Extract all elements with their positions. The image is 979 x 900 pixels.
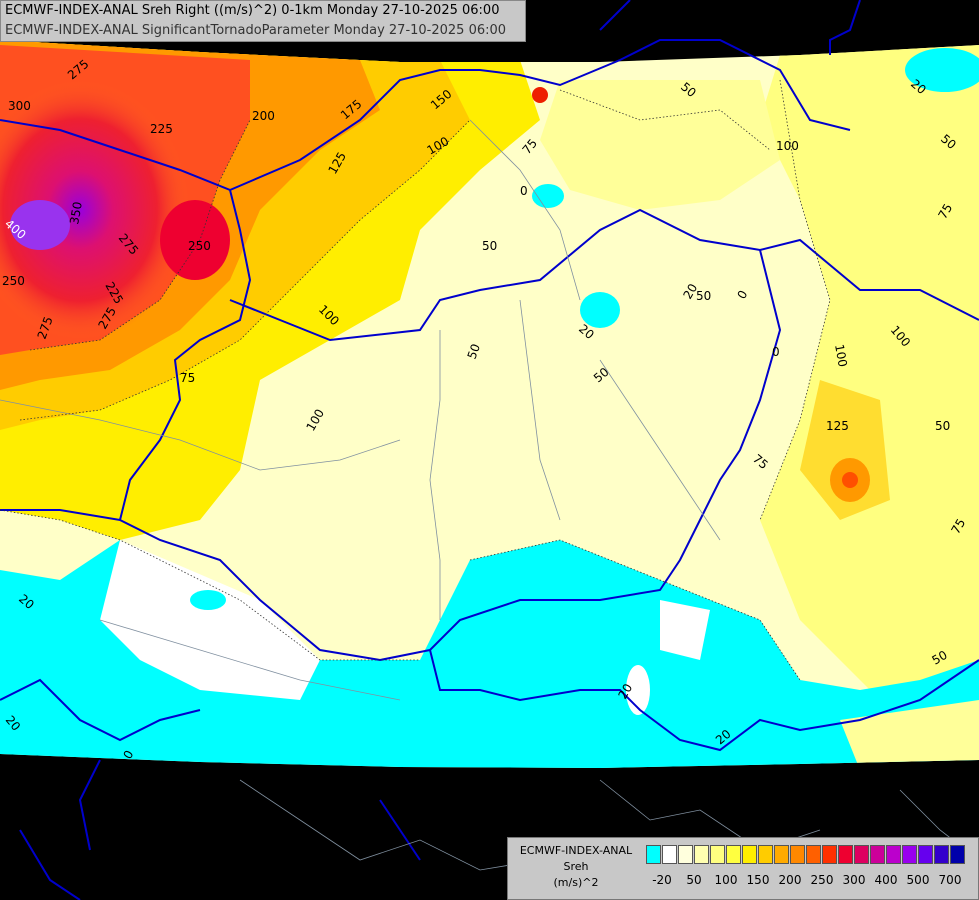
contour-label: 250 (2, 274, 25, 288)
legend-swatch (678, 845, 693, 864)
legend-title: ECMWF-INDEX-ANAL (519, 844, 633, 857)
legend-swatch (726, 845, 741, 864)
contour-label: 200 (252, 109, 275, 123)
contour-label: 50 (930, 648, 950, 668)
legend-swatch (758, 845, 773, 864)
legend-swatch (854, 845, 869, 864)
legend-tick-label: 300 (842, 873, 866, 887)
contour-label: 125 (826, 419, 849, 433)
legend-tick-label: 150 (746, 873, 770, 887)
contour-label: 20 (680, 281, 700, 301)
contour-label: 50 (465, 342, 483, 361)
contour-label: 50 (696, 289, 711, 303)
contour-label: 350 (67, 201, 85, 226)
legend-swatch (838, 845, 853, 864)
contour-label: 75 (948, 516, 968, 536)
legend-swatch (742, 845, 757, 864)
contour-label: 75 (180, 371, 195, 385)
legend-swatch (950, 845, 965, 864)
contour-label: 0 (520, 184, 528, 198)
rivers (0, 119, 721, 701)
contour-lines (0, 79, 831, 681)
header-line-1: ECMWF-INDEX-ANAL Sreh Right ((m/s)^2) 0-… (5, 3, 500, 18)
contour-label: 300 (8, 99, 31, 113)
legend-tick-label: 400 (874, 873, 898, 887)
legend-swatch (870, 845, 885, 864)
legend-swatch (662, 845, 677, 864)
legend-tick-label: 200 (778, 873, 802, 887)
header-line-2: ECMWF-INDEX-ANAL SignificantTornadoParam… (5, 23, 507, 38)
contour-label: 100 (832, 343, 850, 368)
legend-units: (m/s)^2 (553, 876, 599, 889)
contour-label: 100 (776, 139, 799, 153)
legend-variable: Sreh (563, 860, 589, 873)
legend-tick-label: 50 (686, 873, 702, 887)
legend-swatch (806, 845, 821, 864)
legend-swatch (710, 845, 725, 864)
legend-swatch (694, 845, 709, 864)
legend-swatch (918, 845, 933, 864)
contour-label: 225 (150, 122, 173, 136)
color-legend: ECMWF-INDEX-ANAL Sreh (m/s)^2 -20 50 100 15… (507, 837, 979, 900)
shaded-field (0, 40, 979, 768)
legend-swatch (886, 845, 901, 864)
legend-swatch (790, 845, 805, 864)
contour-label: 0 (772, 345, 780, 359)
legend-tick-label: 700 (938, 873, 962, 887)
legend-tick-label: -20 (652, 873, 672, 887)
contour-label: 50 (935, 419, 950, 433)
legend-swatch (902, 845, 917, 864)
contour-label: 50 (482, 239, 497, 253)
contour-label: 75 (935, 201, 955, 221)
contour-label: 250 (188, 239, 211, 253)
legend-tick-label: 100 (714, 873, 738, 887)
map-header: ECMWF-INDEX-ANAL Sreh Right ((m/s)^2) 0-… (0, 0, 526, 42)
legend-swatch (822, 845, 837, 864)
legend-swatch (774, 845, 789, 864)
legend-tick-label: 250 (810, 873, 834, 887)
contour-label: 20 (615, 681, 635, 701)
legend-tick-label: 500 (906, 873, 930, 887)
legend-swatch (646, 845, 661, 864)
legend-swatch (934, 845, 949, 864)
